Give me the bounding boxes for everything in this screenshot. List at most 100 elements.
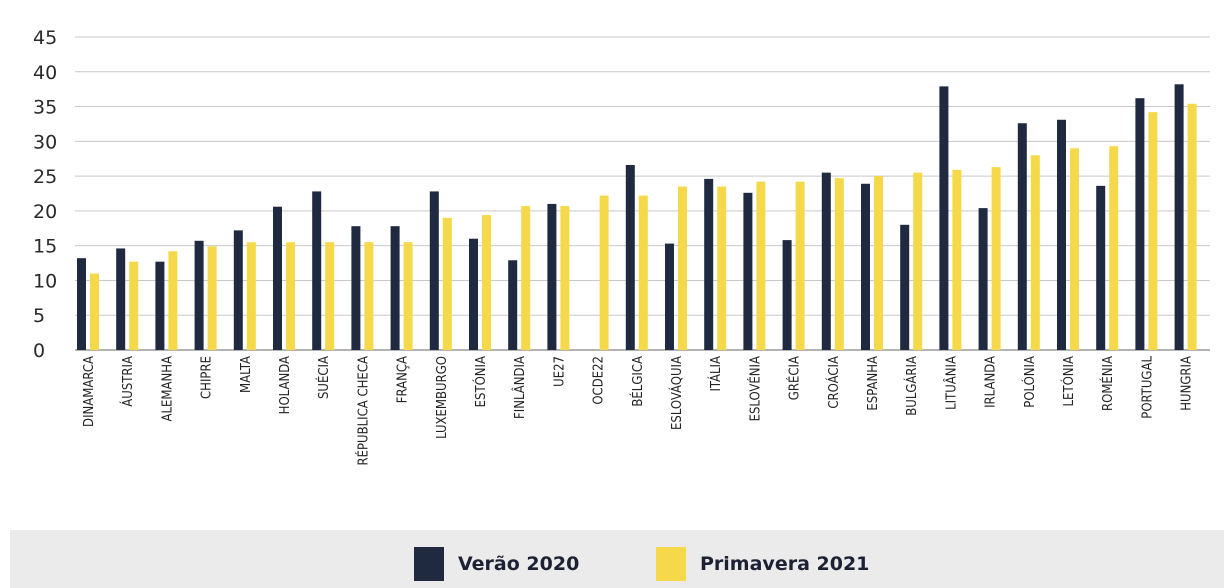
bar-primavera-2021 [834,178,844,350]
bar-primavera-2021 [913,172,923,350]
x-category-label: IRLANDA [984,356,999,408]
bar-verao-2020 [1096,185,1106,350]
y-tick-label: 35 [33,97,57,119]
x-category-label: POLÓNIA [1022,356,1038,408]
bar-verao-2020 [77,258,86,350]
bar-primavera-2021 [482,215,491,350]
bar-primavera-2021 [1070,148,1079,350]
x-category-label: BULGÁRIA [904,356,920,416]
x-category-label: RÉPUBLICA CHECA [355,356,371,466]
bar-verao-2020 [665,243,674,350]
bar-verao-2020 [1017,123,1027,350]
y-axis-ticks: 0 5 10 15 20 25 30 35 40 45 [33,27,57,362]
x-axis-labels: DINAMARCA ÁUSTRIA ALEMANHA CHIPRE MALTA HOLAN… [82,356,1195,466]
bar-primavera-2021 [678,186,687,350]
x-category-label: MALTA [239,356,254,393]
bar-verao-2020 [547,203,557,350]
legend: Verão 2020 Primavera 2021 [10,530,1224,588]
bar-primavera-2021 [168,251,178,350]
bar-primavera-2021 [286,242,295,350]
bar-verao-2020 [743,192,753,350]
x-category-label: ÁUSTRIA [120,356,136,407]
bar-verao-2020 [978,208,988,350]
bar-primavera-2021 [1148,112,1158,351]
x-category-label: ESLOVÉNIA [747,356,763,421]
bar-primavera-2021 [756,181,766,350]
x-category-label: FINLÂNDIA [512,356,528,419]
legend-label: Verão 2020 [458,553,580,575]
bar-primavera-2021 [874,176,883,350]
bar-primavera-2021 [638,195,648,350]
bar-verao-2020 [1135,98,1145,350]
x-category-label: ESLOVÁQUIA [669,356,685,430]
bar-verao-2020 [1174,84,1184,350]
x-category-label: ESTÓNIA [473,356,489,407]
bar-primavera-2021 [991,167,1001,350]
bar-verao-2020 [861,183,870,350]
x-category-label: ESPANHA [866,356,881,411]
bar-primavera-2021 [1109,146,1119,350]
x-category-label: LETÓNIA [1061,356,1077,406]
x-category-label: HOLANDA [278,356,293,414]
bar-verao-2020 [1057,119,1066,350]
x-category-label: HUNGRIA [1180,356,1195,411]
bar-primavera-2021 [952,169,962,350]
bar-verao-2020 [625,164,635,350]
bar-primavera-2021 [129,261,139,350]
x-category-label: GRÉCIA [787,356,803,400]
bar-verao-2020 [351,226,361,350]
x-category-label: CROÁCIA [826,356,842,409]
bar-primavera-2021 [364,242,374,350]
bar-verao-2020 [900,224,910,350]
y-tick-label: 20 [33,201,57,223]
y-tick-label: 10 [33,270,57,292]
bar-primavera-2021 [246,242,256,350]
bar-primavera-2021 [207,246,217,350]
bar-verao-2020 [939,86,949,350]
x-category-label: ROMÉNIA [1100,356,1116,411]
bar-verao-2020 [429,191,439,350]
bar-verao-2020 [821,172,831,350]
bar-primavera-2021 [717,186,727,350]
bar-primavera-2021 [325,242,335,350]
legend-item-verao-2020: Verão 2020 [414,547,579,581]
y-tick-label: 15 [33,236,57,258]
bars-layer [77,84,1197,351]
x-category-label: ITÁLIA [708,356,724,392]
y-tick-label: 5 [33,305,45,327]
bar-primavera-2021 [442,217,452,350]
bar-verao-2020 [233,230,243,350]
bar-primavera-2021 [1187,103,1197,350]
bar-primavera-2021 [90,273,99,350]
x-category-label: LITUÂNIA [943,356,959,410]
y-tick-label: 40 [33,62,57,84]
x-category-label: DINAMARCA [82,356,97,427]
x-category-label: UE27 [552,356,567,387]
bar-primavera-2021 [521,206,531,350]
bar-verao-2020 [782,240,792,350]
x-category-label: ALEMANHA [160,356,175,422]
x-category-label: CHIPRE [200,356,215,399]
legend-swatch [414,547,444,581]
bar-verao-2020 [194,240,204,350]
y-tick-label: 30 [33,131,57,153]
y-tick-label: 0 [33,340,45,362]
bar-verao-2020 [704,178,714,350]
bar-primavera-2021 [795,181,805,350]
x-category-label: BÉLGICA [630,356,646,407]
x-category-label: LUXEMBURGO [435,356,450,439]
x-category-label: FRANÇA [396,356,411,403]
legend-swatch [656,547,686,581]
x-category-label: PORTUGAL [1140,356,1155,419]
legend-item-primavera-2021: Primavera 2021 [656,547,869,581]
y-tick-label: 25 [33,166,57,188]
bar-primavera-2021 [1030,155,1040,350]
legend-label: Primavera 2021 [700,553,870,575]
bar-verao-2020 [312,191,322,350]
bar-verao-2020 [273,206,282,350]
bar-primavera-2021 [403,242,413,350]
bar-verao-2020 [469,238,478,350]
x-category-label: SUÉCIA [316,356,332,399]
bar-primavera-2021 [599,195,609,350]
